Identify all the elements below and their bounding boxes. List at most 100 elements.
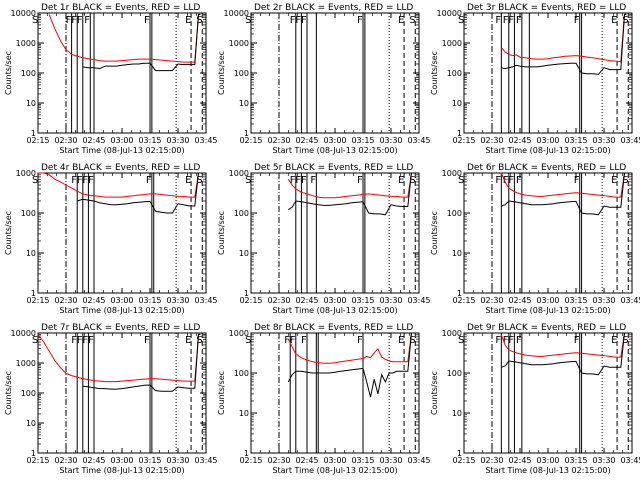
x-tick-label: 02:15	[239, 296, 262, 305]
x-tick-label: 03:15	[138, 456, 161, 465]
event-marker-label: F	[495, 175, 501, 186]
events-series-line	[501, 172, 627, 216]
x-tick-label: 02:30	[480, 136, 503, 145]
plot-frame	[250, 12, 420, 134]
x-tick-label: 03:45	[407, 136, 430, 145]
event-marker-label: F	[508, 15, 514, 26]
event-marker-label: F	[495, 335, 501, 346]
x-tick-label: 03:30	[166, 296, 189, 305]
plot-frame	[250, 172, 420, 294]
event-marker-label: F	[71, 175, 77, 186]
panel-title: Det 7r BLACK = Events, RED = LLD	[41, 323, 200, 333]
event-marker-label: F	[516, 15, 522, 26]
event-marker-label: E	[185, 335, 191, 346]
event-marker-label: F	[574, 15, 580, 26]
event-marker-label: F	[146, 175, 152, 186]
x-axis-label: Start Time (08-Jul-13 02:15:00)	[485, 306, 610, 315]
x-tick-label: 03:15	[351, 296, 374, 305]
event-marker-label: F	[77, 335, 83, 346]
y-tick-label: 1	[244, 449, 249, 458]
event-marker-label: F	[574, 175, 580, 186]
y-tick-label: 1	[31, 289, 36, 298]
x-tick-label: 03:00	[110, 296, 133, 305]
event-marker-label: F	[301, 335, 307, 346]
y-tick-label: 10	[239, 249, 249, 258]
y-tick-label: 10	[26, 99, 36, 108]
y-tick-label: 1	[457, 289, 462, 298]
x-tick-label: 02:30	[54, 136, 77, 145]
x-tick-label: 03:15	[564, 296, 587, 305]
detector-panel: Det 4r BLACK = Events, RED = LLD 1 10 100 10…	[4, 163, 218, 315]
panel-title: Det 2r BLACK = Events, RED = LLD	[254, 3, 413, 13]
event-marker-label: F	[290, 175, 296, 186]
x-tick-label: 03:00	[110, 136, 133, 145]
event-marker-label: F	[84, 15, 90, 26]
x-axis-label: Start Time (08-Jul-13 02:15:00)	[485, 466, 610, 475]
y-tick-label: 1000	[229, 329, 249, 338]
x-tick-label: 03:30	[379, 296, 402, 305]
x-tick-label: 02:30	[480, 296, 503, 305]
event-marker-label: F	[503, 335, 509, 346]
x-axis-label: Start Time (08-Jul-13 02:15:00)	[272, 466, 397, 475]
x-tick-label: 03:30	[166, 456, 189, 465]
event-marker-label: F	[503, 15, 509, 26]
lld-series-line	[500, 332, 627, 358]
x-tick-label: 03:00	[323, 296, 346, 305]
x-tick-label: 02:15	[239, 456, 262, 465]
y-tick-label: 10000	[437, 9, 462, 18]
y-tick-label: 10	[26, 249, 36, 258]
x-tick-label: 02:30	[480, 456, 503, 465]
x-tick-label: 03:45	[620, 136, 640, 145]
events-series-line	[288, 172, 414, 216]
y-tick-label: 100	[447, 209, 462, 218]
y-axis-label: Counts/sec	[430, 211, 439, 255]
x-tick-label: 03:00	[536, 456, 559, 465]
x-tick-label: 02:30	[267, 136, 290, 145]
x-tick-label: 02:45	[295, 296, 318, 305]
event-marker-label: F	[295, 15, 301, 26]
x-tick-label: 03:15	[351, 456, 374, 465]
y-axis-label: Counts/sec	[4, 211, 13, 255]
x-tick-label: 02:45	[82, 136, 105, 145]
event-marker-label: F	[516, 175, 522, 186]
x-tick-label: 02:15	[452, 296, 475, 305]
plot-frame	[37, 12, 207, 134]
event-marker-label: F	[503, 175, 509, 186]
event-marker-label: S	[196, 335, 202, 346]
x-tick-label: 03:45	[194, 296, 217, 305]
y-tick-label: 1000	[16, 359, 36, 368]
y-tick-label: 10000	[11, 9, 36, 18]
y-tick-label: 100	[234, 369, 249, 378]
y-axis-label: Counts/sec	[217, 211, 226, 255]
event-marker-label: F	[66, 15, 72, 26]
y-tick-label: 1	[244, 129, 249, 138]
event-marker-label: F	[301, 175, 307, 186]
event-marker-label: F	[290, 15, 296, 26]
x-tick-label: 02:45	[508, 136, 531, 145]
x-tick-label: 03:45	[620, 296, 640, 305]
detector-panel: Det 6r BLACK = Events, RED = LLD 1 10 100 10…	[430, 163, 640, 315]
detector-panel: Det 9r BLACK = Events, RED = LLD 1 10 100 10…	[430, 323, 640, 475]
panel-title: Det 5r BLACK = Events, RED = LLD	[254, 163, 413, 173]
event-marker-label: S	[409, 335, 415, 346]
y-tick-label: 1000	[229, 169, 249, 178]
y-tick-label: 10	[452, 99, 462, 108]
x-tick-label: 02:30	[54, 456, 77, 465]
y-tick-label: 1000	[229, 39, 249, 48]
event-marker-label: F	[310, 175, 316, 186]
y-tick-label: 1000	[442, 329, 462, 338]
y-tick-label: 100	[21, 69, 36, 78]
event-marker-label: F	[357, 335, 363, 346]
event-marker-label: S	[245, 335, 251, 346]
event-marker-label: S	[245, 15, 251, 26]
lld-series-line	[287, 172, 414, 199]
x-tick-label: 03:45	[620, 456, 640, 465]
x-tick-label: 03:00	[323, 456, 346, 465]
event-marker-label: S	[622, 15, 628, 26]
y-tick-label: 100	[21, 389, 36, 398]
y-axis-label: Counts/sec	[430, 371, 439, 415]
y-tick-label: 10	[26, 419, 36, 428]
x-axis-label: Start Time (08-Jul-13 02:15:00)	[59, 466, 184, 475]
y-tick-label: 1000	[442, 39, 462, 48]
